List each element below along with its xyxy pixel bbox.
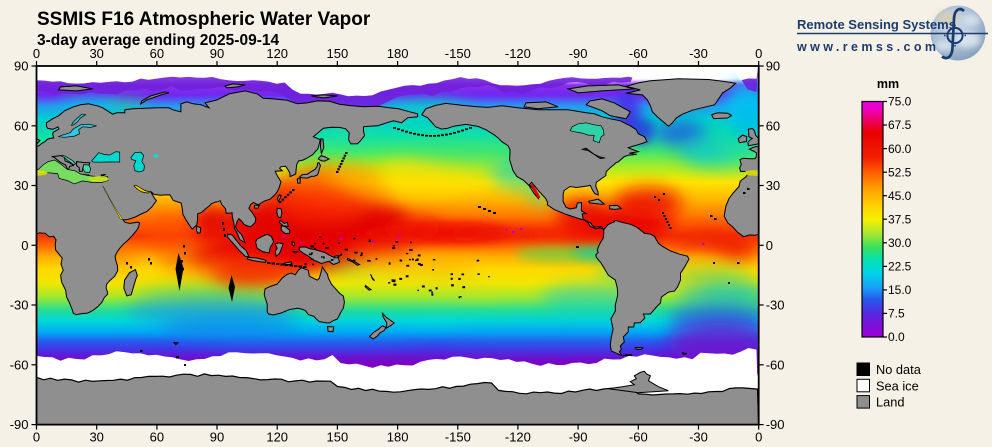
svg-text:45.0: 45.0 [888,189,912,203]
svg-text:Sea ice: Sea ice [876,378,919,393]
svg-text:mm: mm [877,77,899,91]
svg-text:60: 60 [150,430,164,445]
svg-text:0.0: 0.0 [888,330,905,344]
svg-text:120: 120 [266,46,288,61]
svg-text:30: 30 [14,178,28,193]
svg-text:30.0: 30.0 [888,236,912,250]
svg-text:-150: -150 [445,430,471,445]
svg-text:150: 150 [327,46,349,61]
svg-text:No data: No data [876,362,922,377]
svg-text:-120: -120 [505,46,531,61]
svg-text:-90: -90 [766,417,785,432]
svg-text:-60: -60 [10,357,29,372]
svg-text:SSMIS F16 Atmospheric Water Va: SSMIS F16 Atmospheric Water Vapor [37,9,371,30]
svg-text:60: 60 [766,118,780,133]
svg-text:0: 0 [755,430,762,445]
svg-text:22.5: 22.5 [888,260,912,274]
svg-text:30: 30 [89,430,103,445]
svg-text:-30: -30 [766,298,785,313]
svg-text:90: 90 [210,46,224,61]
svg-text:-90: -90 [10,417,29,432]
svg-text:7.5: 7.5 [888,307,905,321]
svg-text:-60: -60 [629,46,648,61]
svg-text:-60: -60 [629,430,648,445]
svg-text:67.5: 67.5 [888,118,912,132]
svg-text:0: 0 [766,238,773,253]
svg-text:180: 180 [387,46,409,61]
svg-text:www.remss.com: www.remss.com [796,40,939,54]
svg-text:60.0: 60.0 [888,142,912,156]
svg-text:90: 90 [14,59,28,74]
svg-text:52.5: 52.5 [888,165,912,179]
svg-text:-60: -60 [766,357,785,372]
svg-text:37.5: 37.5 [888,212,912,226]
svg-text:30: 30 [89,46,103,61]
svg-text:60: 60 [150,46,164,61]
svg-text:-30: -30 [10,298,29,313]
svg-text:180: 180 [387,430,409,445]
svg-text:-150: -150 [445,46,471,61]
svg-text:30: 30 [766,178,780,193]
svg-text:90: 90 [210,430,224,445]
svg-text:120: 120 [266,430,288,445]
svg-text:-90: -90 [569,46,588,61]
svg-text:-30: -30 [689,46,708,61]
svg-text:15.0: 15.0 [888,283,912,297]
svg-text:0: 0 [33,430,40,445]
svg-text:3-day average ending 2025-09-1: 3-day average ending 2025-09-14 [37,32,279,49]
svg-text:0: 0 [33,46,40,61]
svg-text:90: 90 [766,59,780,74]
svg-text:0: 0 [755,46,762,61]
svg-text:60: 60 [14,118,28,133]
svg-text:Land: Land [876,395,904,410]
svg-text:150: 150 [327,430,349,445]
svg-text:-30: -30 [689,430,708,445]
svg-text:0: 0 [21,238,28,253]
svg-text:75.0: 75.0 [888,95,912,109]
svg-text:-90: -90 [569,430,588,445]
svg-text:-120: -120 [505,430,531,445]
svg-text:Remote Sensing Systems: Remote Sensing Systems [797,17,956,32]
